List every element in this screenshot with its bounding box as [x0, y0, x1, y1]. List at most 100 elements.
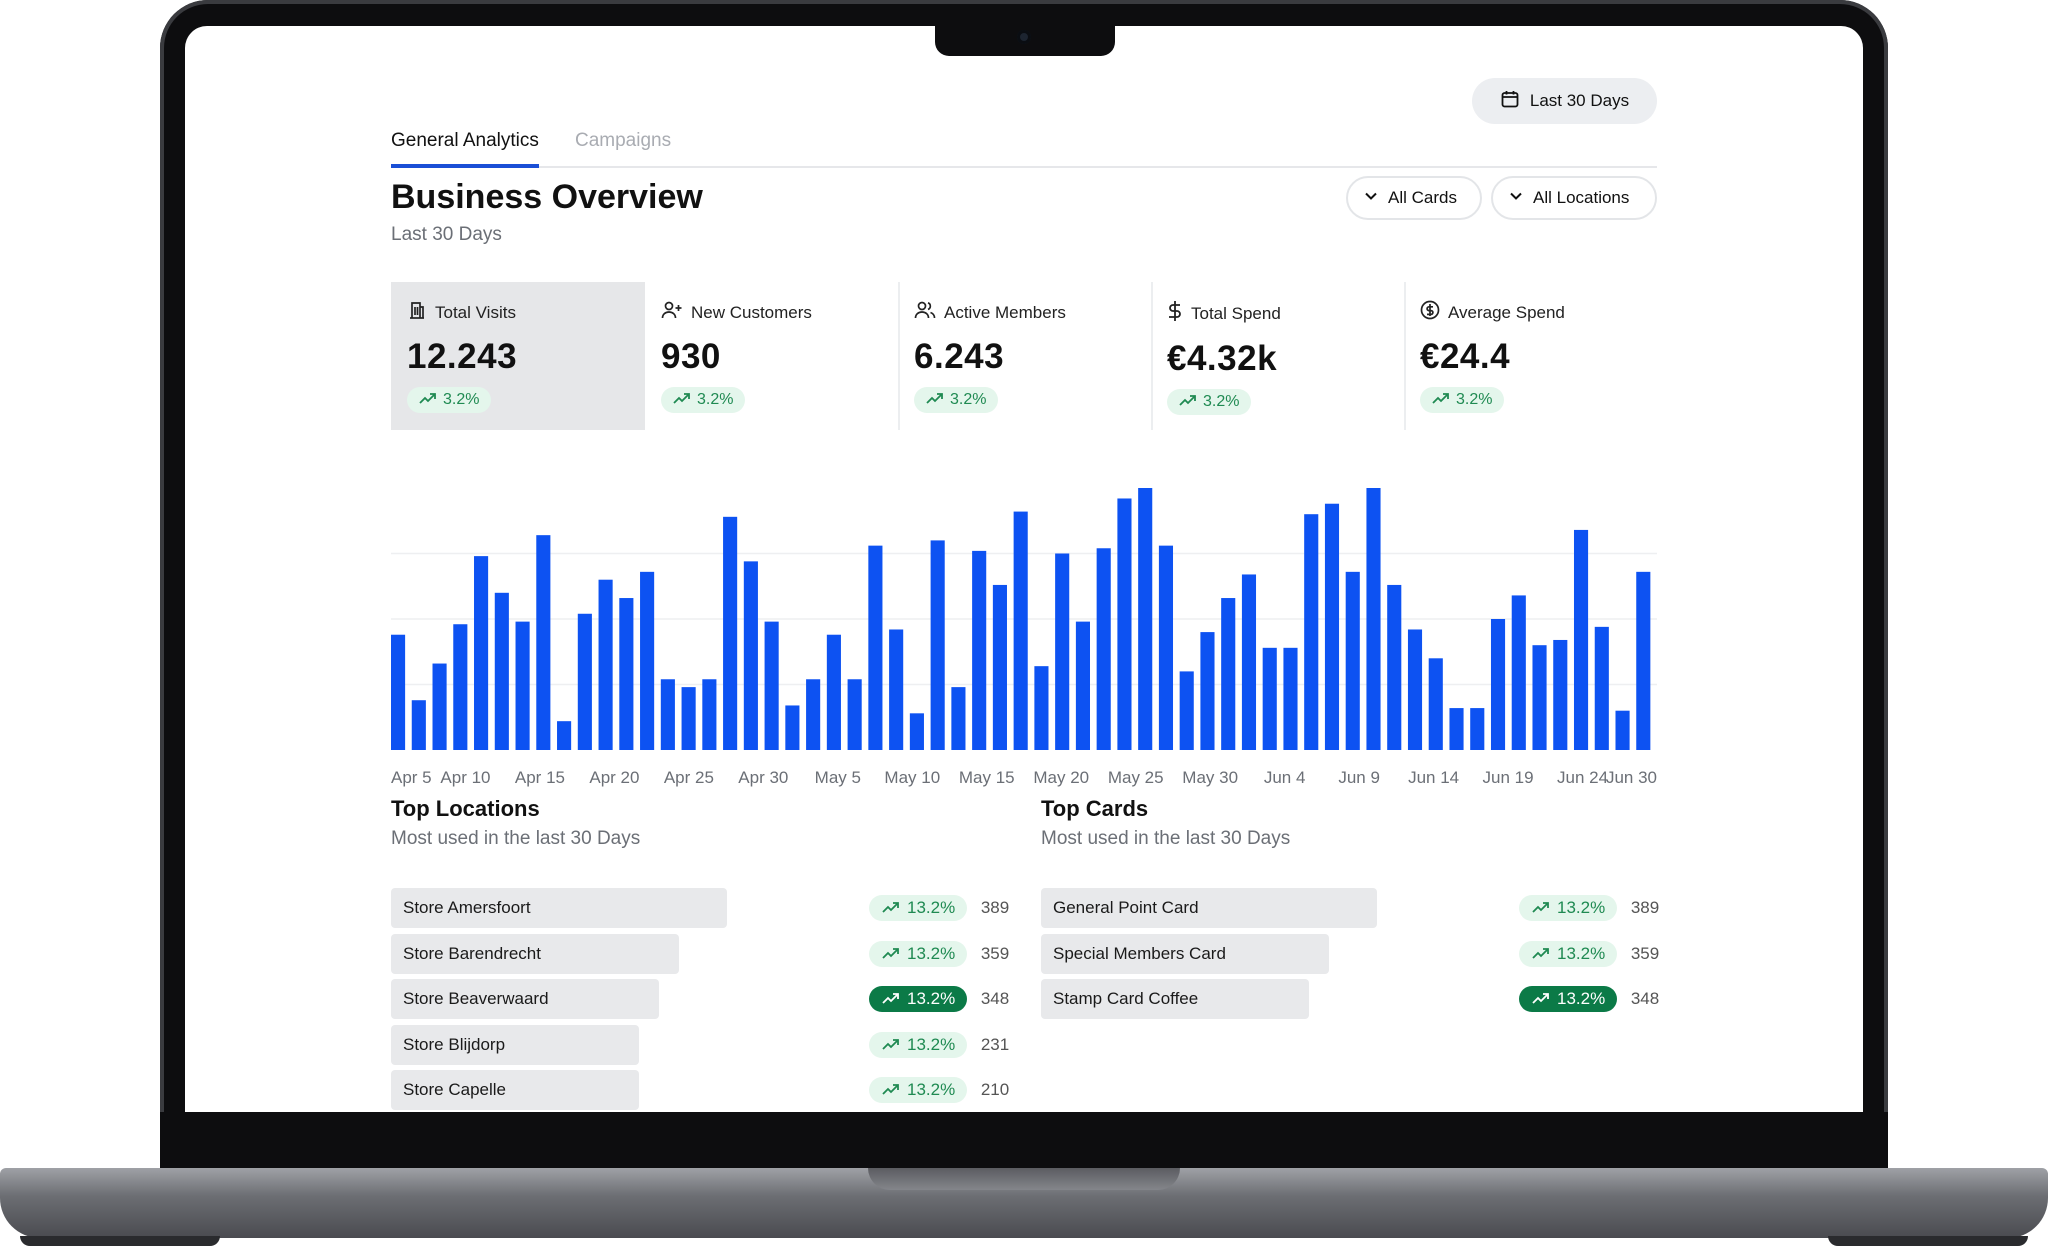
trending-up-icon	[881, 944, 901, 964]
tab-campaigns[interactable]: Campaigns	[575, 130, 672, 151]
trend-value: 13.2%	[907, 1034, 956, 1054]
chart-bar[interactable]	[536, 535, 551, 750]
chart-bar[interactable]	[889, 629, 904, 750]
filter-all-locations[interactable]: All Locations	[1491, 176, 1657, 220]
chart-bar[interactable]	[909, 713, 924, 750]
list-item[interactable]: Special Members Card	[1041, 933, 1377, 974]
chart-bar[interactable]	[1387, 584, 1402, 750]
chart-bar[interactable]	[1096, 548, 1111, 750]
chart-bar[interactable]	[1615, 710, 1630, 750]
chart-bar[interactable]	[743, 561, 758, 750]
chart-bar[interactable]	[453, 624, 468, 750]
chart-bar[interactable]	[1241, 574, 1257, 750]
chart-bar[interactable]	[1262, 647, 1277, 750]
date-range-button[interactable]: Last 30 Days	[1472, 78, 1657, 124]
kpi-new-customers[interactable]: New Customers 930 3.2%	[645, 282, 899, 430]
chart-bar[interactable]	[660, 679, 675, 750]
chart-bar[interactable]	[1511, 595, 1526, 750]
chart-bar[interactable]	[1407, 629, 1423, 750]
trending-up-icon	[1432, 391, 1450, 409]
chart-bar[interactable]	[640, 571, 655, 750]
chart-bar[interactable]	[1158, 545, 1174, 750]
chart-bar[interactable]	[557, 721, 572, 750]
chart-bar[interactable]	[847, 679, 862, 750]
chart-bar[interactable]	[1428, 658, 1443, 750]
chart-bar[interactable]	[577, 613, 592, 750]
chart-bar[interactable]	[1553, 639, 1568, 750]
chart-bar[interactable]	[1304, 514, 1319, 750]
chart-bar[interactable]	[972, 550, 987, 750]
chart-bar[interactable]	[826, 634, 841, 750]
chart-bar[interactable]	[1449, 708, 1464, 750]
chart-bar[interactable]	[1055, 553, 1070, 751]
list-item-count: 210	[980, 1080, 1010, 1099]
chart-bar[interactable]	[1532, 645, 1547, 750]
chart-bar[interactable]	[1366, 488, 1381, 750]
list-item[interactable]: Store Beaverwaard	[391, 979, 727, 1019]
kpi-value: 6.243	[914, 337, 1005, 376]
chart-bar[interactable]	[598, 579, 613, 750]
list-item-label: General Point Card	[1053, 898, 1199, 917]
list-item-label: Stamp Card Coffee	[1053, 989, 1199, 1008]
x-tick-label: May 20	[1033, 768, 1089, 787]
chart-bar[interactable]	[391, 634, 406, 750]
trend-value: 13.2%	[907, 898, 956, 917]
chart-bar[interactable]	[1034, 666, 1049, 750]
chevron-down-icon	[1509, 188, 1523, 208]
chart-bar[interactable]	[494, 592, 509, 750]
chart-bar[interactable]	[1013, 511, 1028, 750]
chart-bar[interactable]	[1490, 619, 1506, 750]
chart-bar[interactable]	[515, 621, 530, 750]
chart-bar[interactable]	[992, 584, 1007, 750]
chart-bar[interactable]	[702, 679, 717, 750]
chart-bar[interactable]	[785, 705, 800, 750]
chart-bar[interactable]	[411, 700, 426, 750]
list-item[interactable]: Stamp Card Coffee	[1041, 979, 1377, 1019]
chart-bar[interactable]	[619, 598, 634, 750]
x-tick-label: Apr 20	[589, 768, 639, 787]
kpi-active-members[interactable]: Active Members 6.243 3.2%	[898, 282, 1152, 430]
chart-bar[interactable]	[1075, 621, 1090, 750]
list-item[interactable]: Store Barendrecht	[391, 933, 727, 974]
chart-bar[interactable]	[951, 687, 966, 750]
chart-bar[interactable]	[1138, 488, 1153, 750]
chart-bar[interactable]	[1594, 626, 1609, 750]
list-item[interactable]: General Point Card	[1041, 888, 1377, 928]
chart-bar[interactable]	[1179, 671, 1194, 750]
x-tick-label: Jun 4	[1264, 768, 1306, 787]
list-item-label: Store Barendrecht	[403, 943, 541, 963]
chart-bar[interactable]	[1573, 529, 1589, 750]
chart-bar[interactable]	[806, 679, 821, 750]
chart-bar[interactable]	[681, 687, 696, 750]
chart-bar[interactable]	[1221, 598, 1236, 750]
list-item[interactable]: Store Amersfoort	[391, 888, 727, 928]
trending-up-icon	[1179, 393, 1197, 411]
chart-bar[interactable]	[1345, 571, 1360, 750]
kpi-total-visits[interactable]: Total Visits 12.243 3.2%	[391, 282, 645, 430]
chart-bar[interactable]	[764, 621, 779, 750]
chart-bar[interactable]	[1636, 571, 1651, 750]
filter-all-cards[interactable]: All Cards	[1346, 176, 1482, 220]
chart-bar[interactable]	[1200, 632, 1215, 750]
chart-bar[interactable]	[1283, 647, 1298, 750]
tab-general-analytics[interactable]: General Analytics	[391, 130, 539, 168]
laptop-foot-left	[20, 1236, 220, 1246]
chart-bar[interactable]	[474, 556, 489, 750]
chart-bar[interactable]	[432, 663, 447, 750]
chart-bar[interactable]	[868, 545, 883, 750]
kpi-total-spend[interactable]: Total Spend €4.32k 3.2%	[1151, 282, 1405, 430]
chart-bar[interactable]	[1324, 503, 1340, 750]
kpi-average-spend[interactable]: Average Spend €24.4 3.2%	[1404, 282, 1658, 430]
list-item[interactable]: Store Capelle	[391, 1070, 727, 1110]
chart-bar[interactable]	[1470, 708, 1485, 750]
list-item[interactable]: Store Blijdorp	[391, 1024, 727, 1065]
kpi-label: Active Members	[944, 302, 1066, 322]
kpi-value: 12.243	[407, 337, 518, 376]
chart-bar[interactable]	[930, 540, 945, 750]
kpi-divider	[1151, 282, 1153, 430]
chart-bar[interactable]	[723, 516, 738, 750]
chart-bar[interactable]	[1117, 498, 1132, 750]
trend-value: 13.2%	[907, 989, 956, 1008]
x-tick-label: May 10	[884, 768, 940, 787]
kpi-value: €24.4	[1420, 337, 1511, 376]
